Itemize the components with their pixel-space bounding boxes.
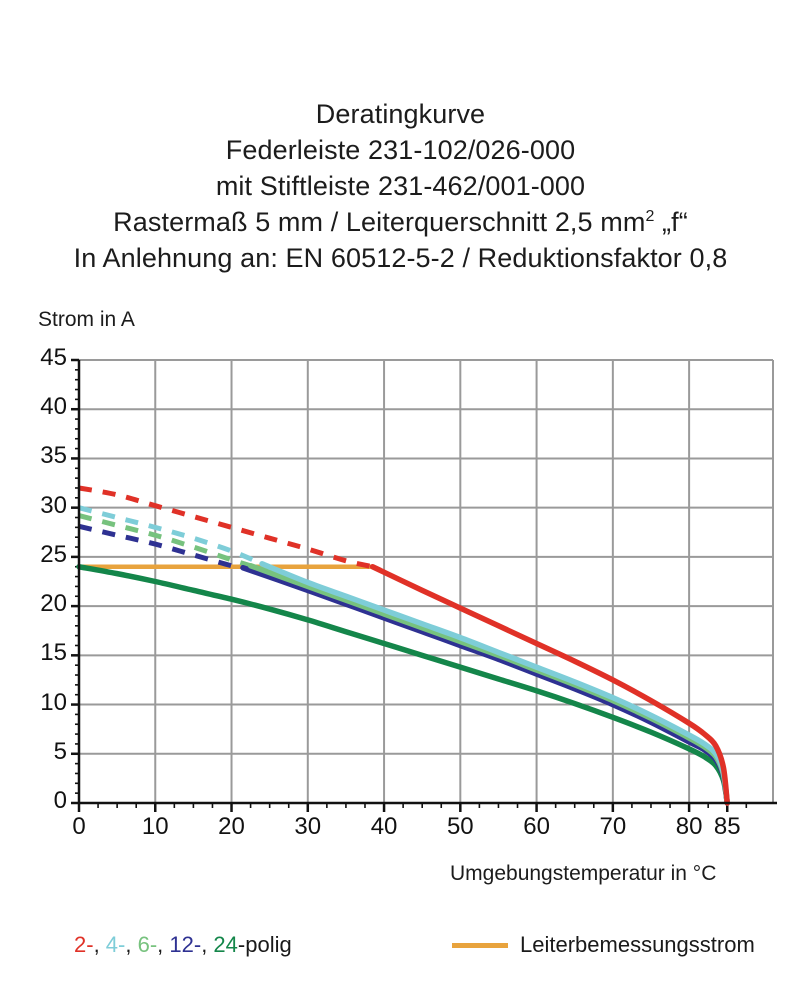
legend-poles-12: 12- (169, 932, 202, 957)
title-line-4-superscript: 2 (645, 208, 655, 225)
curve-group (76, 485, 730, 806)
title-line-4: Rastermaß 5 mm / Leiterquerschnitt 2,5 m… (0, 204, 801, 240)
gridlines (79, 359, 774, 803)
title-line-4-suffix: „f“ (654, 207, 688, 237)
chart-title-block: Deratingkurve Federleiste 231-102/026-00… (0, 96, 801, 276)
legend-poles-24: 24 (213, 932, 238, 957)
legend-rated-current: Leiterbemessungsstrom (452, 932, 755, 958)
axis-lines (77, 360, 777, 805)
y-tick-label: 30 (40, 491, 67, 519)
y-tick-label: 45 (40, 344, 67, 371)
x-tick-label: 10 (141, 813, 169, 840)
legend-poles-suffix: -polig (237, 932, 292, 957)
x-tick-label: 60 (523, 813, 550, 840)
y-tick-label: 10 (40, 688, 67, 716)
rated-current-line-swatch (452, 942, 508, 948)
legend-sep-1: , (93, 932, 106, 957)
title-line-2: Federleiste 231-102/026-000 (225, 135, 576, 165)
legend-sep-4: , (201, 932, 214, 957)
title-line-5: In Anlehnung an: EN 60512-5-2 / Reduktio… (73, 243, 728, 273)
y-tick-label: 25 (40, 540, 67, 568)
x-tick-label: 50 (446, 813, 474, 840)
legend-rated-current-label: Leiterbemessungsstrom (520, 932, 755, 957)
y-tick-label: 20 (40, 590, 67, 618)
y-tick-label: 0 (53, 787, 67, 814)
y-tick-label: 5 (53, 737, 67, 765)
x-tick-label: 20 (218, 813, 245, 840)
legend-poles-6: 6- (137, 932, 158, 957)
x-tick-label: 40 (370, 813, 398, 840)
legend-poles: 2-, 4-, 6-, 12-, 24-polig (74, 932, 292, 958)
x-tick-label: 80 (675, 813, 703, 840)
x-tick-label: 70 (599, 813, 627, 840)
title-line-4-main: Rastermaß 5 mm / Leiterquerschnitt 2,5 m… (113, 207, 646, 237)
x-axis-title: Umgebungstemperatur in °C (450, 862, 717, 885)
title-line-1: Deratingkurve (315, 99, 486, 129)
x-tick-label: 30 (294, 813, 322, 840)
legend-sep-2: , (125, 932, 138, 957)
x-tick-label: 0 (72, 813, 86, 840)
x-tick-label: 85 (713, 813, 741, 840)
y-tick-label: 15 (40, 639, 67, 667)
legend-poles-2: 2- (74, 932, 94, 957)
y-tick-label: 35 (40, 442, 67, 470)
legend-poles-4: 4- (105, 932, 126, 957)
title-line-3: mit Stiftleiste 231-462/001-000 (215, 171, 586, 201)
y-tick-label: 40 (40, 393, 67, 421)
legend-sep-3: , (157, 932, 170, 957)
y-axis-title: Strom in A (38, 308, 135, 331)
